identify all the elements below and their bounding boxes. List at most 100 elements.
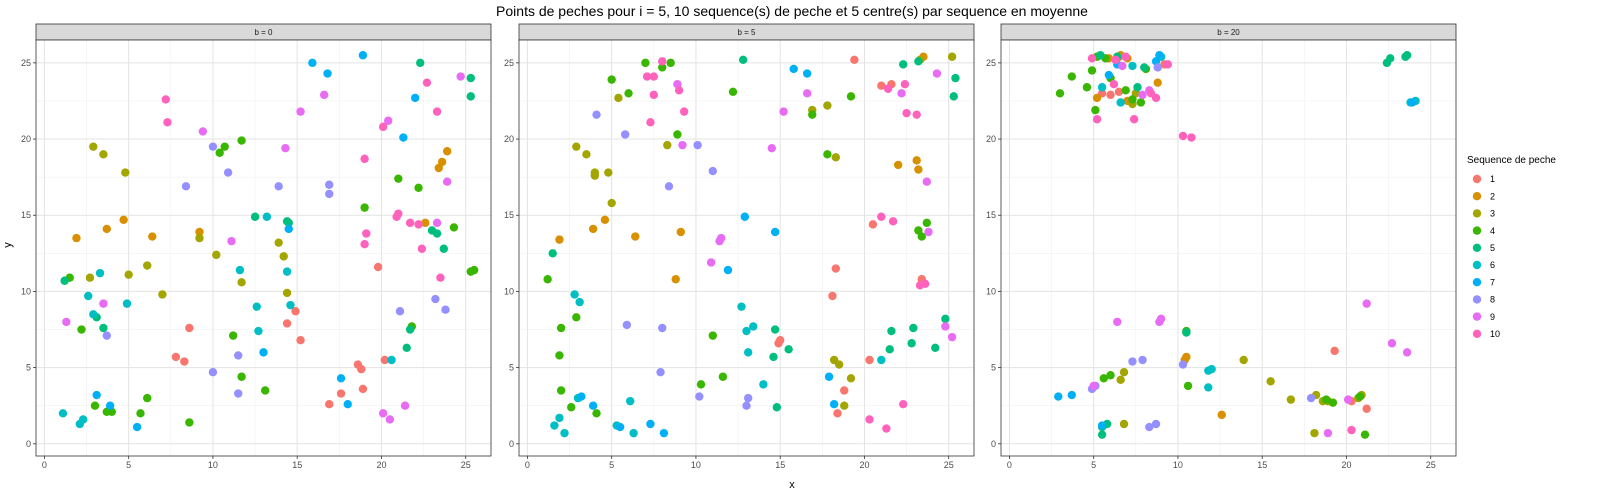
data-point — [877, 355, 886, 365]
data-point — [907, 339, 916, 348]
data-point — [432, 229, 442, 238]
legend-label: 2 — [1490, 191, 1495, 201]
data-point — [671, 275, 680, 284]
data-point — [1204, 383, 1213, 392]
data-point — [234, 351, 243, 360]
data-point — [887, 326, 896, 336]
data-point — [909, 323, 918, 333]
y-tick-label: 25 — [504, 58, 514, 68]
data-point — [642, 72, 652, 81]
facet-panel: b = 5 0 5 10 15 20 25 0 5 10 15 20 25 — [504, 23, 975, 470]
data-point — [431, 294, 440, 304]
data-point — [163, 118, 172, 127]
data-point — [102, 224, 111, 234]
x-tick-label: 5 — [1091, 460, 1096, 470]
data-point — [1087, 66, 1097, 75]
data-point — [136, 409, 145, 418]
data-point — [784, 345, 793, 354]
data-point — [658, 57, 667, 66]
data-point — [590, 168, 600, 177]
data-point — [296, 107, 305, 116]
y-tick-label: 0 — [509, 439, 514, 449]
data-point — [769, 352, 778, 362]
data-point — [442, 147, 452, 156]
legend-label: 9 — [1490, 312, 1495, 322]
data-point — [695, 392, 704, 401]
data-point — [58, 409, 68, 418]
data-point — [402, 343, 411, 353]
data-point — [122, 299, 132, 308]
legend-label: 6 — [1490, 260, 1495, 270]
data-point — [1310, 428, 1319, 438]
x-tick-label: 20 — [859, 460, 869, 470]
data-point — [607, 198, 616, 208]
data-point — [357, 364, 366, 374]
x-tick-label: 25 — [461, 460, 471, 470]
data-point — [899, 60, 908, 69]
y-tick-label: 10 — [504, 286, 514, 296]
data-point — [1096, 51, 1105, 60]
y-tick-label: 25 — [21, 58, 31, 68]
x-tick-label: 15 — [1257, 460, 1267, 470]
data-point — [743, 393, 753, 403]
data-point — [1407, 98, 1417, 107]
data-point — [395, 307, 405, 316]
data-point — [286, 300, 295, 310]
data-point — [436, 273, 445, 282]
legend-key — [1472, 260, 1482, 270]
data-point — [282, 288, 292, 298]
data-point — [656, 367, 665, 377]
data-point — [1092, 93, 1102, 103]
data-point — [824, 372, 834, 381]
data-point — [567, 403, 576, 412]
data-point — [387, 355, 396, 365]
facet-panel: b = 20 0 5 10 15 20 25 0 5 10 15 20 25 — [986, 23, 1457, 470]
data-point — [1119, 367, 1129, 377]
legend-item: 2 — [1472, 191, 1495, 201]
data-point — [198, 127, 208, 136]
data-point — [931, 343, 940, 353]
data-point — [235, 265, 245, 275]
data-point — [1187, 133, 1196, 142]
data-point — [1182, 328, 1191, 337]
legend-key — [1472, 192, 1482, 201]
legend-item: 7 — [1472, 277, 1495, 287]
data-point — [62, 317, 71, 327]
legend-key — [1472, 329, 1482, 338]
x-tick-label: 20 — [376, 460, 386, 470]
data-point — [723, 265, 733, 275]
data-point — [405, 218, 415, 228]
data-point — [437, 157, 447, 167]
data-point — [279, 252, 288, 261]
data-point — [262, 212, 272, 221]
data-point — [1092, 115, 1102, 124]
data-point — [325, 189, 334, 199]
data-point — [180, 357, 189, 366]
data-point — [1153, 63, 1162, 72]
data-point — [941, 322, 950, 331]
data-point — [899, 399, 908, 409]
legend-label: 10 — [1490, 329, 1500, 339]
data-point — [1266, 377, 1275, 386]
data-point — [914, 57, 923, 66]
data-point — [1239, 355, 1248, 365]
data-point — [1097, 421, 1107, 430]
data-point — [743, 348, 753, 357]
y-tick-label: 15 — [986, 210, 996, 220]
data-point — [1362, 404, 1371, 413]
data-point — [343, 399, 352, 409]
data-point — [840, 401, 849, 410]
y-tick-label: 20 — [986, 134, 996, 144]
y-tick-label: 5 — [991, 363, 996, 373]
data-point — [1119, 419, 1129, 429]
data-point — [740, 212, 750, 221]
data-point — [883, 84, 893, 93]
data-point — [649, 72, 659, 81]
data-point — [1097, 83, 1107, 92]
data-point — [658, 323, 667, 333]
data-point — [378, 122, 388, 132]
data-point — [1156, 314, 1166, 324]
data-point — [1113, 317, 1122, 327]
data-point — [60, 276, 69, 285]
legend-label: 1 — [1490, 174, 1495, 184]
